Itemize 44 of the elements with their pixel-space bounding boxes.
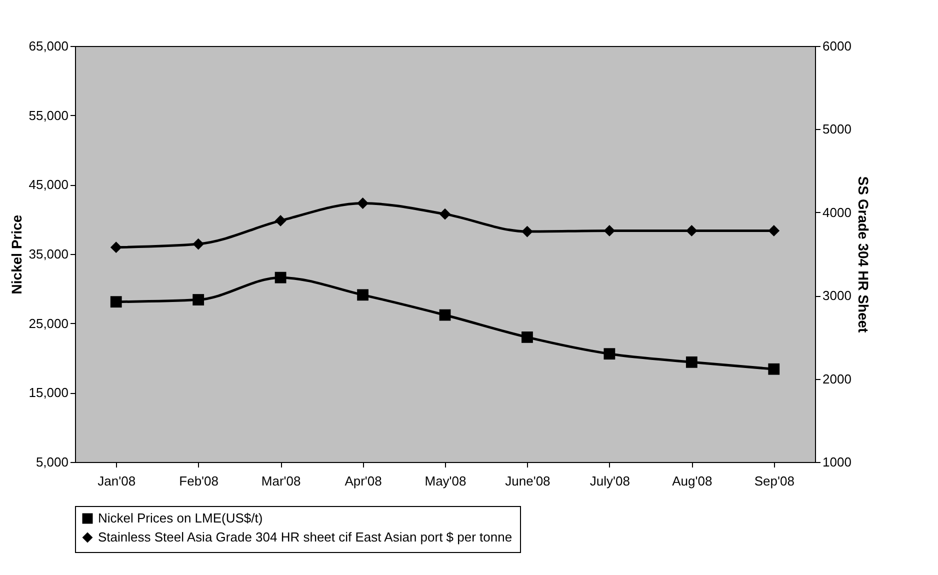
y2-tick-label: 3000 [822, 288, 852, 304]
point [768, 363, 780, 375]
y-axis-title: Nickel Price [8, 214, 25, 294]
y2-tick-label: 6000 [822, 38, 852, 54]
y2-axis-title: SS Grade 304 HR Sheet [855, 176, 872, 334]
point [522, 226, 533, 238]
point [274, 272, 286, 284]
x-tick-label: Jan'08 [98, 474, 136, 488]
x-tick-label: July'08 [590, 474, 630, 488]
point [604, 348, 616, 360]
y-tick-label: 35,000 [28, 246, 68, 262]
point [192, 238, 204, 250]
point [192, 294, 204, 306]
point [686, 225, 698, 236]
y2-tick-label: 5000 [822, 122, 852, 137]
point [768, 225, 780, 236]
y-tick-label: 65,000 [28, 38, 68, 54]
point [357, 198, 368, 209]
y-tick-label: 5,000 [36, 454, 68, 470]
point [110, 242, 122, 254]
y-tick-label: 45,000 [28, 177, 68, 192]
x-tick-label: Aug'08 [672, 474, 712, 488]
point [604, 225, 616, 236]
point [110, 296, 122, 308]
point [274, 215, 286, 226]
x-tick-label: Mar'08 [261, 474, 301, 488]
point [357, 289, 368, 301]
x-tick-label: Apr'08 [344, 474, 382, 488]
y-tick-label: 25,000 [28, 316, 68, 331]
y2-tick-label: 1000 [822, 454, 852, 470]
point [439, 309, 451, 321]
y-tick-label: 15,000 [28, 385, 68, 400]
y2-tick-label: 4000 [822, 204, 852, 220]
legend-label: Nickel Prices on LME(US$/t) [98, 510, 263, 526]
x-tick-label: May'08 [424, 474, 466, 488]
y-tick-label: 55,000 [28, 108, 68, 123]
x-tick-label: June'08 [505, 474, 550, 488]
y2-tick-label: 2000 [822, 371, 852, 386]
x-tick-label: Feb'08 [179, 474, 219, 488]
point [686, 356, 698, 368]
legend-label: Stainless Steel Asia Grade 304 HR sheet cif East Asian port $ per tonne [98, 530, 512, 544]
point [439, 208, 451, 220]
point [522, 332, 533, 343]
x-tick-label: Sep'08 [754, 474, 794, 488]
